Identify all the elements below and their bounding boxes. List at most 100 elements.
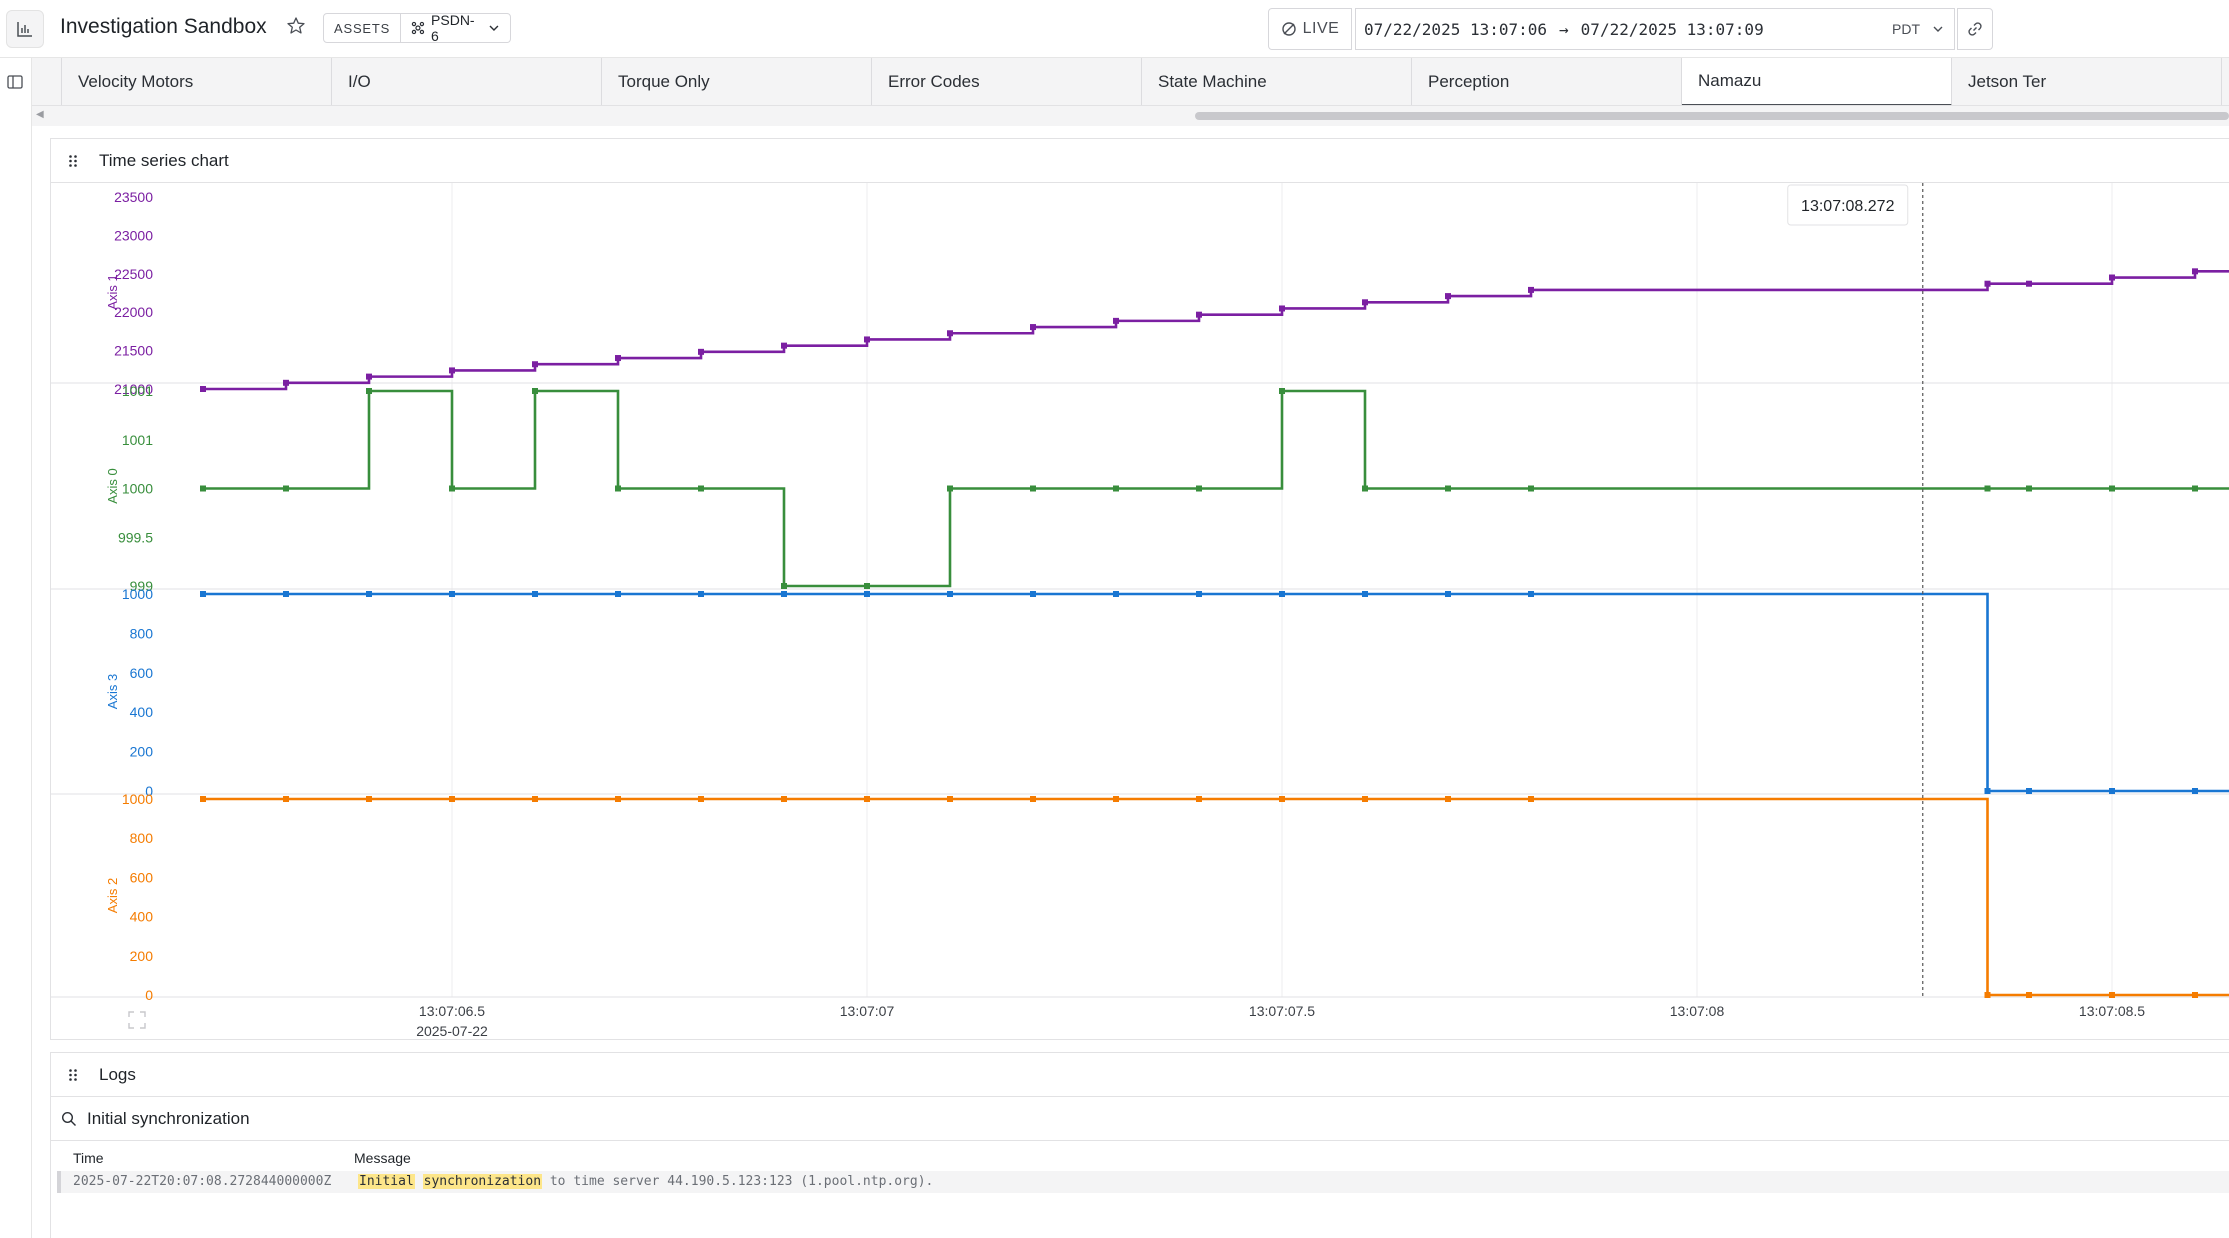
asset-selector: ASSETS PSDN-6	[323, 12, 511, 44]
reset-zoom-icon[interactable]	[128, 1011, 146, 1029]
data-point	[449, 485, 455, 492]
x-tick-label: 13:07:07	[840, 1003, 895, 1019]
data-point	[1196, 591, 1202, 597]
tab-label: Velocity Motors	[78, 72, 194, 91]
y-tick-label: 0	[145, 783, 153, 799]
data-point	[1030, 485, 1036, 492]
data-point	[1445, 485, 1451, 492]
tab-io[interactable]: I/O	[332, 58, 602, 105]
data-point	[1279, 591, 1285, 597]
tab-label: State Machine	[1158, 72, 1267, 91]
y-tick-label: 400	[130, 704, 154, 720]
scroll-thumb[interactable]	[1195, 112, 2229, 120]
data-point	[200, 591, 206, 597]
column-header-message[interactable]: Message	[354, 1150, 411, 1166]
tab-perception[interactable]: Perception	[1412, 58, 1682, 105]
tab-error-codes[interactable]: Error Codes	[872, 58, 1142, 105]
logs-panel: Logs Time Message 2025-07-22T20:07:08.27…	[50, 1052, 2229, 1238]
y-tick-label: 21000	[114, 381, 153, 397]
y-tick-label: 200	[130, 948, 154, 964]
drag-handle-icon[interactable]	[51, 139, 95, 183]
data-point	[947, 796, 953, 802]
tab-state-machine[interactable]: State Machine	[1142, 58, 1412, 105]
axis-label: Axis 3	[105, 674, 120, 709]
range-end[interactable]: 07/22/2025 13:07:09	[1580, 19, 1764, 39]
y-tick-label: 21500	[114, 343, 153, 359]
data-point	[1528, 591, 1534, 597]
data-point	[781, 796, 787, 802]
logs-search-input[interactable]	[87, 1108, 987, 1129]
data-point	[1279, 796, 1285, 802]
data-point	[283, 796, 289, 802]
y-tick-label: 1001	[122, 432, 153, 448]
drag-handle-icon[interactable]	[51, 1053, 95, 1097]
data-point	[283, 591, 289, 597]
tab-velocity-motors[interactable]: Velocity Motors	[62, 58, 332, 105]
scroll-left-icon[interactable]: ◀	[36, 109, 44, 120]
data-point	[283, 485, 289, 492]
y-tick-label: 1000	[122, 791, 153, 807]
data-point	[781, 583, 787, 589]
log-row[interactable]: 2025-07-22T20:07:08.272844000000Z Initia…	[57, 1171, 2229, 1193]
data-point	[1445, 293, 1451, 300]
x-tick-label: 13:07:06.5	[419, 1003, 485, 1019]
data-point	[947, 591, 953, 597]
data-point	[1362, 796, 1368, 802]
y-tick-label: 200	[130, 744, 154, 760]
chart-title: Time series chart	[99, 150, 229, 170]
data-point	[366, 373, 372, 380]
time-series-chart[interactable]: 23500 23000 22500 22000 21500 21000 Axis 1 1001…	[51, 139, 2229, 1041]
cursor-tooltip	[1787, 184, 1909, 226]
data-point	[615, 355, 621, 362]
star-icon[interactable]	[284, 14, 308, 38]
tab-scrollbar[interactable]: ◀	[32, 106, 2229, 126]
data-point	[449, 591, 455, 597]
data-point	[1279, 305, 1285, 312]
time-range-picker[interactable]: 07/22/2025 13:07:06 → 07/22/2025 13:07:0…	[1355, 8, 1955, 50]
series-line	[203, 389, 2229, 588]
top-header: Investigation Sandbox ASSETS PSDN-6 LIVE…	[0, 0, 2229, 58]
chart-app-icon[interactable]	[6, 10, 44, 48]
asset-dropdown[interactable]: PSDN-6	[401, 12, 510, 44]
data-point	[1279, 388, 1285, 394]
data-point	[1196, 485, 1202, 492]
tab-label: Jetson Ter	[1968, 72, 2047, 91]
tab-torque-only[interactable]: Torque Only	[602, 58, 872, 105]
data-point	[366, 388, 372, 394]
tab-label: Torque Only	[618, 72, 710, 91]
data-point	[449, 796, 455, 802]
y-tick-label: 0	[145, 987, 153, 1003]
live-button[interactable]: LIVE	[1268, 8, 1352, 50]
data-point	[2109, 992, 2115, 998]
data-point	[1196, 311, 1202, 318]
data-point	[1445, 796, 1451, 802]
column-header-time[interactable]: Time	[73, 1150, 104, 1166]
data-point	[200, 485, 206, 492]
search-highlight: Initial	[358, 1174, 415, 1189]
range-start[interactable]: 07/22/2025 13:07:06	[1364, 19, 1548, 39]
x-tick-label: 13:07:07.5	[1249, 1003, 1315, 1019]
data-point	[2026, 280, 2032, 287]
arrow-right-icon: →	[1559, 19, 1569, 39]
cursor-time-label: 13:07:08.272	[1801, 198, 1895, 215]
timezone-select[interactable]: PDT	[1892, 9, 1944, 49]
tab-namazu[interactable]: Namazu	[1682, 58, 1952, 105]
share-link-button[interactable]	[1957, 8, 1993, 50]
logs-column-headers: Time Message	[51, 1141, 2229, 1171]
data-point	[366, 796, 372, 802]
data-point	[532, 361, 538, 368]
data-point	[781, 591, 787, 597]
data-point	[449, 367, 455, 374]
tab-motors[interactable]: otors	[32, 58, 62, 105]
data-point	[2109, 485, 2115, 492]
data-point	[2109, 274, 2115, 281]
link-icon	[1968, 22, 1982, 36]
logs-search-bar	[51, 1097, 2229, 1141]
y-tick-label: 999.5	[118, 529, 153, 545]
data-point	[2026, 485, 2032, 492]
tab-jetson[interactable]: Jetson Ter	[1952, 58, 2222, 105]
sidebar-toggle-icon[interactable]	[3, 72, 27, 92]
logs-panel-header: Logs	[51, 1053, 2229, 1097]
data-point	[1984, 992, 1991, 998]
y-tick-label: 23500	[114, 189, 153, 205]
